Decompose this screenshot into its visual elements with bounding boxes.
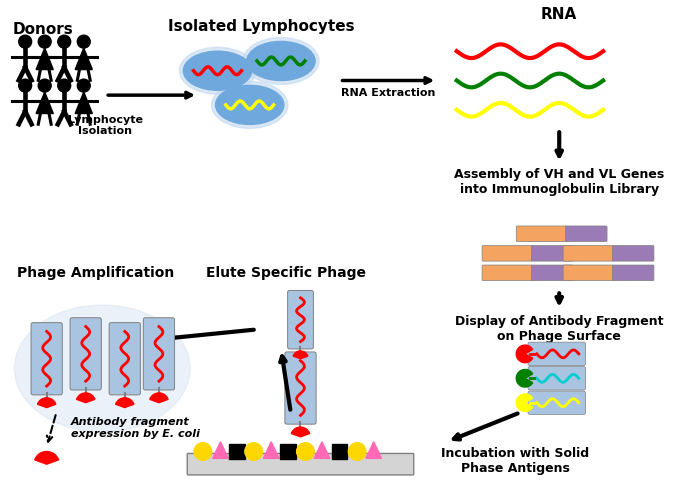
- FancyBboxPatch shape: [566, 226, 607, 242]
- FancyBboxPatch shape: [528, 342, 585, 366]
- Wedge shape: [293, 351, 308, 359]
- Wedge shape: [291, 427, 310, 437]
- Circle shape: [19, 79, 32, 92]
- Polygon shape: [75, 48, 92, 70]
- Bar: [280, 444, 296, 459]
- Polygon shape: [366, 442, 382, 458]
- Wedge shape: [516, 370, 533, 387]
- Polygon shape: [314, 442, 330, 458]
- FancyBboxPatch shape: [612, 265, 654, 281]
- Circle shape: [39, 79, 51, 92]
- Circle shape: [77, 79, 90, 92]
- Ellipse shape: [212, 82, 288, 128]
- Circle shape: [245, 443, 262, 460]
- FancyBboxPatch shape: [109, 323, 140, 395]
- Wedge shape: [37, 398, 56, 407]
- Circle shape: [58, 79, 71, 92]
- FancyBboxPatch shape: [531, 246, 573, 261]
- Wedge shape: [34, 452, 58, 464]
- Wedge shape: [516, 394, 533, 411]
- Circle shape: [348, 443, 366, 460]
- FancyBboxPatch shape: [288, 290, 314, 349]
- Ellipse shape: [180, 47, 255, 94]
- Text: Display of Antibody Fragment
on Phage Surface: Display of Antibody Fragment on Phage Su…: [455, 315, 663, 343]
- FancyBboxPatch shape: [516, 226, 566, 242]
- FancyBboxPatch shape: [187, 454, 413, 475]
- Text: Isolated Lymphocytes: Isolated Lymphocytes: [168, 19, 355, 34]
- Circle shape: [194, 443, 212, 460]
- Polygon shape: [213, 442, 228, 458]
- Polygon shape: [75, 92, 92, 114]
- FancyBboxPatch shape: [482, 265, 533, 281]
- Ellipse shape: [247, 41, 315, 81]
- Wedge shape: [516, 345, 533, 363]
- Text: RNA: RNA: [541, 7, 577, 22]
- Ellipse shape: [243, 37, 319, 84]
- Text: Phage Amplification: Phage Amplification: [17, 266, 174, 280]
- Ellipse shape: [183, 51, 252, 90]
- FancyBboxPatch shape: [563, 265, 614, 281]
- Wedge shape: [76, 393, 95, 403]
- Bar: [229, 444, 245, 459]
- Text: RNA Extraction: RNA Extraction: [341, 88, 436, 98]
- Polygon shape: [264, 442, 279, 458]
- FancyBboxPatch shape: [31, 323, 63, 395]
- Polygon shape: [36, 92, 53, 114]
- Text: Incubation with Solid
Phase Antigens: Incubation with Solid Phase Antigens: [441, 447, 590, 475]
- Circle shape: [19, 35, 32, 48]
- Ellipse shape: [215, 85, 284, 124]
- Circle shape: [58, 35, 71, 48]
- FancyBboxPatch shape: [531, 265, 573, 281]
- FancyBboxPatch shape: [528, 367, 585, 390]
- Circle shape: [39, 35, 51, 48]
- FancyBboxPatch shape: [482, 246, 533, 261]
- Circle shape: [77, 35, 90, 48]
- Text: Antibody fragment
expression by E. coli: Antibody fragment expression by E. coli: [71, 417, 200, 439]
- Wedge shape: [150, 393, 168, 403]
- Text: Assembly of VH and VL Genes
into Immunoglobulin Library: Assembly of VH and VL Genes into Immunog…: [454, 168, 665, 196]
- Circle shape: [297, 443, 314, 460]
- Wedge shape: [116, 398, 134, 407]
- Text: Donors: Donors: [12, 22, 73, 37]
- FancyBboxPatch shape: [285, 352, 316, 424]
- Ellipse shape: [14, 305, 190, 432]
- Text: Lymphocyte
Isolation: Lymphocyte Isolation: [67, 115, 142, 136]
- Bar: [332, 444, 347, 459]
- FancyBboxPatch shape: [143, 318, 175, 390]
- Text: Elute Specific Phage: Elute Specific Phage: [206, 266, 366, 280]
- FancyBboxPatch shape: [528, 391, 585, 414]
- Polygon shape: [36, 48, 53, 70]
- FancyBboxPatch shape: [563, 246, 614, 261]
- FancyBboxPatch shape: [70, 318, 101, 390]
- FancyBboxPatch shape: [612, 246, 654, 261]
